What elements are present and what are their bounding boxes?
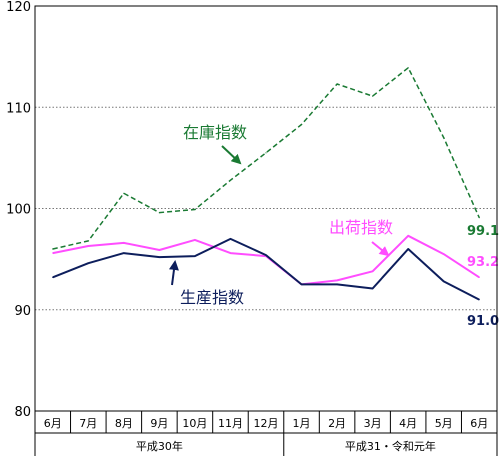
data-point [52,276,54,278]
x-tick-label: 6月 [470,417,488,430]
y-tick-label: 100 [6,203,31,218]
y-tick-label: 110 [6,101,31,116]
year-group-label: 平成31・令和元年 [345,439,436,453]
data-point [158,256,160,258]
data-point [229,179,232,181]
x-tick-label: 10月 [182,417,207,430]
data-point [372,95,374,97]
x-tick-label: 12月 [254,417,279,430]
data-point [158,249,160,251]
series-line [52,67,480,250]
data-point [52,252,54,254]
end-value-label: 91.0 [467,314,499,329]
data-point [407,235,409,237]
data-point [300,283,303,286]
data-point [336,279,338,281]
y-tick-label: 90 [14,304,31,319]
data-point [123,192,125,194]
y-axis-ticks: 80 90 100 110 120 [6,0,31,420]
x-tick-label: 6月 [44,417,62,430]
x-tick-label: 7月 [79,417,97,430]
data-point [407,248,409,250]
data-point [478,299,480,301]
data-point [123,242,125,244]
data-point [407,67,409,69]
annotation-arrow [221,145,242,165]
annotation-arrow [169,260,179,286]
data-point [478,217,480,219]
series-name-label: 在庫指数 [183,123,247,142]
series-name-label: 出荷指数 [329,218,393,237]
x-tick-label: 11月 [218,417,243,430]
x-tick-label: 8月 [115,417,133,430]
data-point [194,255,196,257]
x-tick-label: 9月 [150,417,168,430]
annotation-arrow [371,241,390,257]
series-line [52,234,480,286]
plot-frame [34,5,498,412]
data-point [158,211,160,214]
end-value-label: 93.2 [467,255,499,270]
x-tick-label: 1月 [293,417,311,430]
y-tick-label: 80 [14,405,31,420]
y-tick-label: 120 [6,0,31,15]
series-line [52,237,480,301]
data-point [443,137,445,139]
data-point [194,208,196,211]
x-tick-label: 5月 [435,417,453,430]
data-point [300,123,303,126]
data-point [87,240,89,242]
data-point [87,245,89,247]
data-point [194,239,196,241]
x-tick-label: 2月 [328,417,346,430]
data-point [372,270,374,272]
x-tick-label: 3月 [364,417,382,430]
data-point [478,276,480,278]
year-group-label: 平成30年 [136,439,183,453]
data-point [265,254,267,256]
series-lines [52,67,480,301]
data-point [229,252,232,254]
data-point [87,262,89,264]
data-point [265,152,267,154]
data-point [336,283,338,286]
grid-lines [35,106,497,311]
end-value-label: 99.1 [467,224,499,239]
data-point [336,83,338,85]
data-point [52,248,54,250]
data-point [443,280,445,282]
data-point [229,238,232,240]
data-point [123,252,125,254]
data-point [372,287,374,290]
x-tick-label: 4月 [399,417,417,430]
series-name-label: 生産指数 [180,288,244,307]
data-point [443,253,445,255]
